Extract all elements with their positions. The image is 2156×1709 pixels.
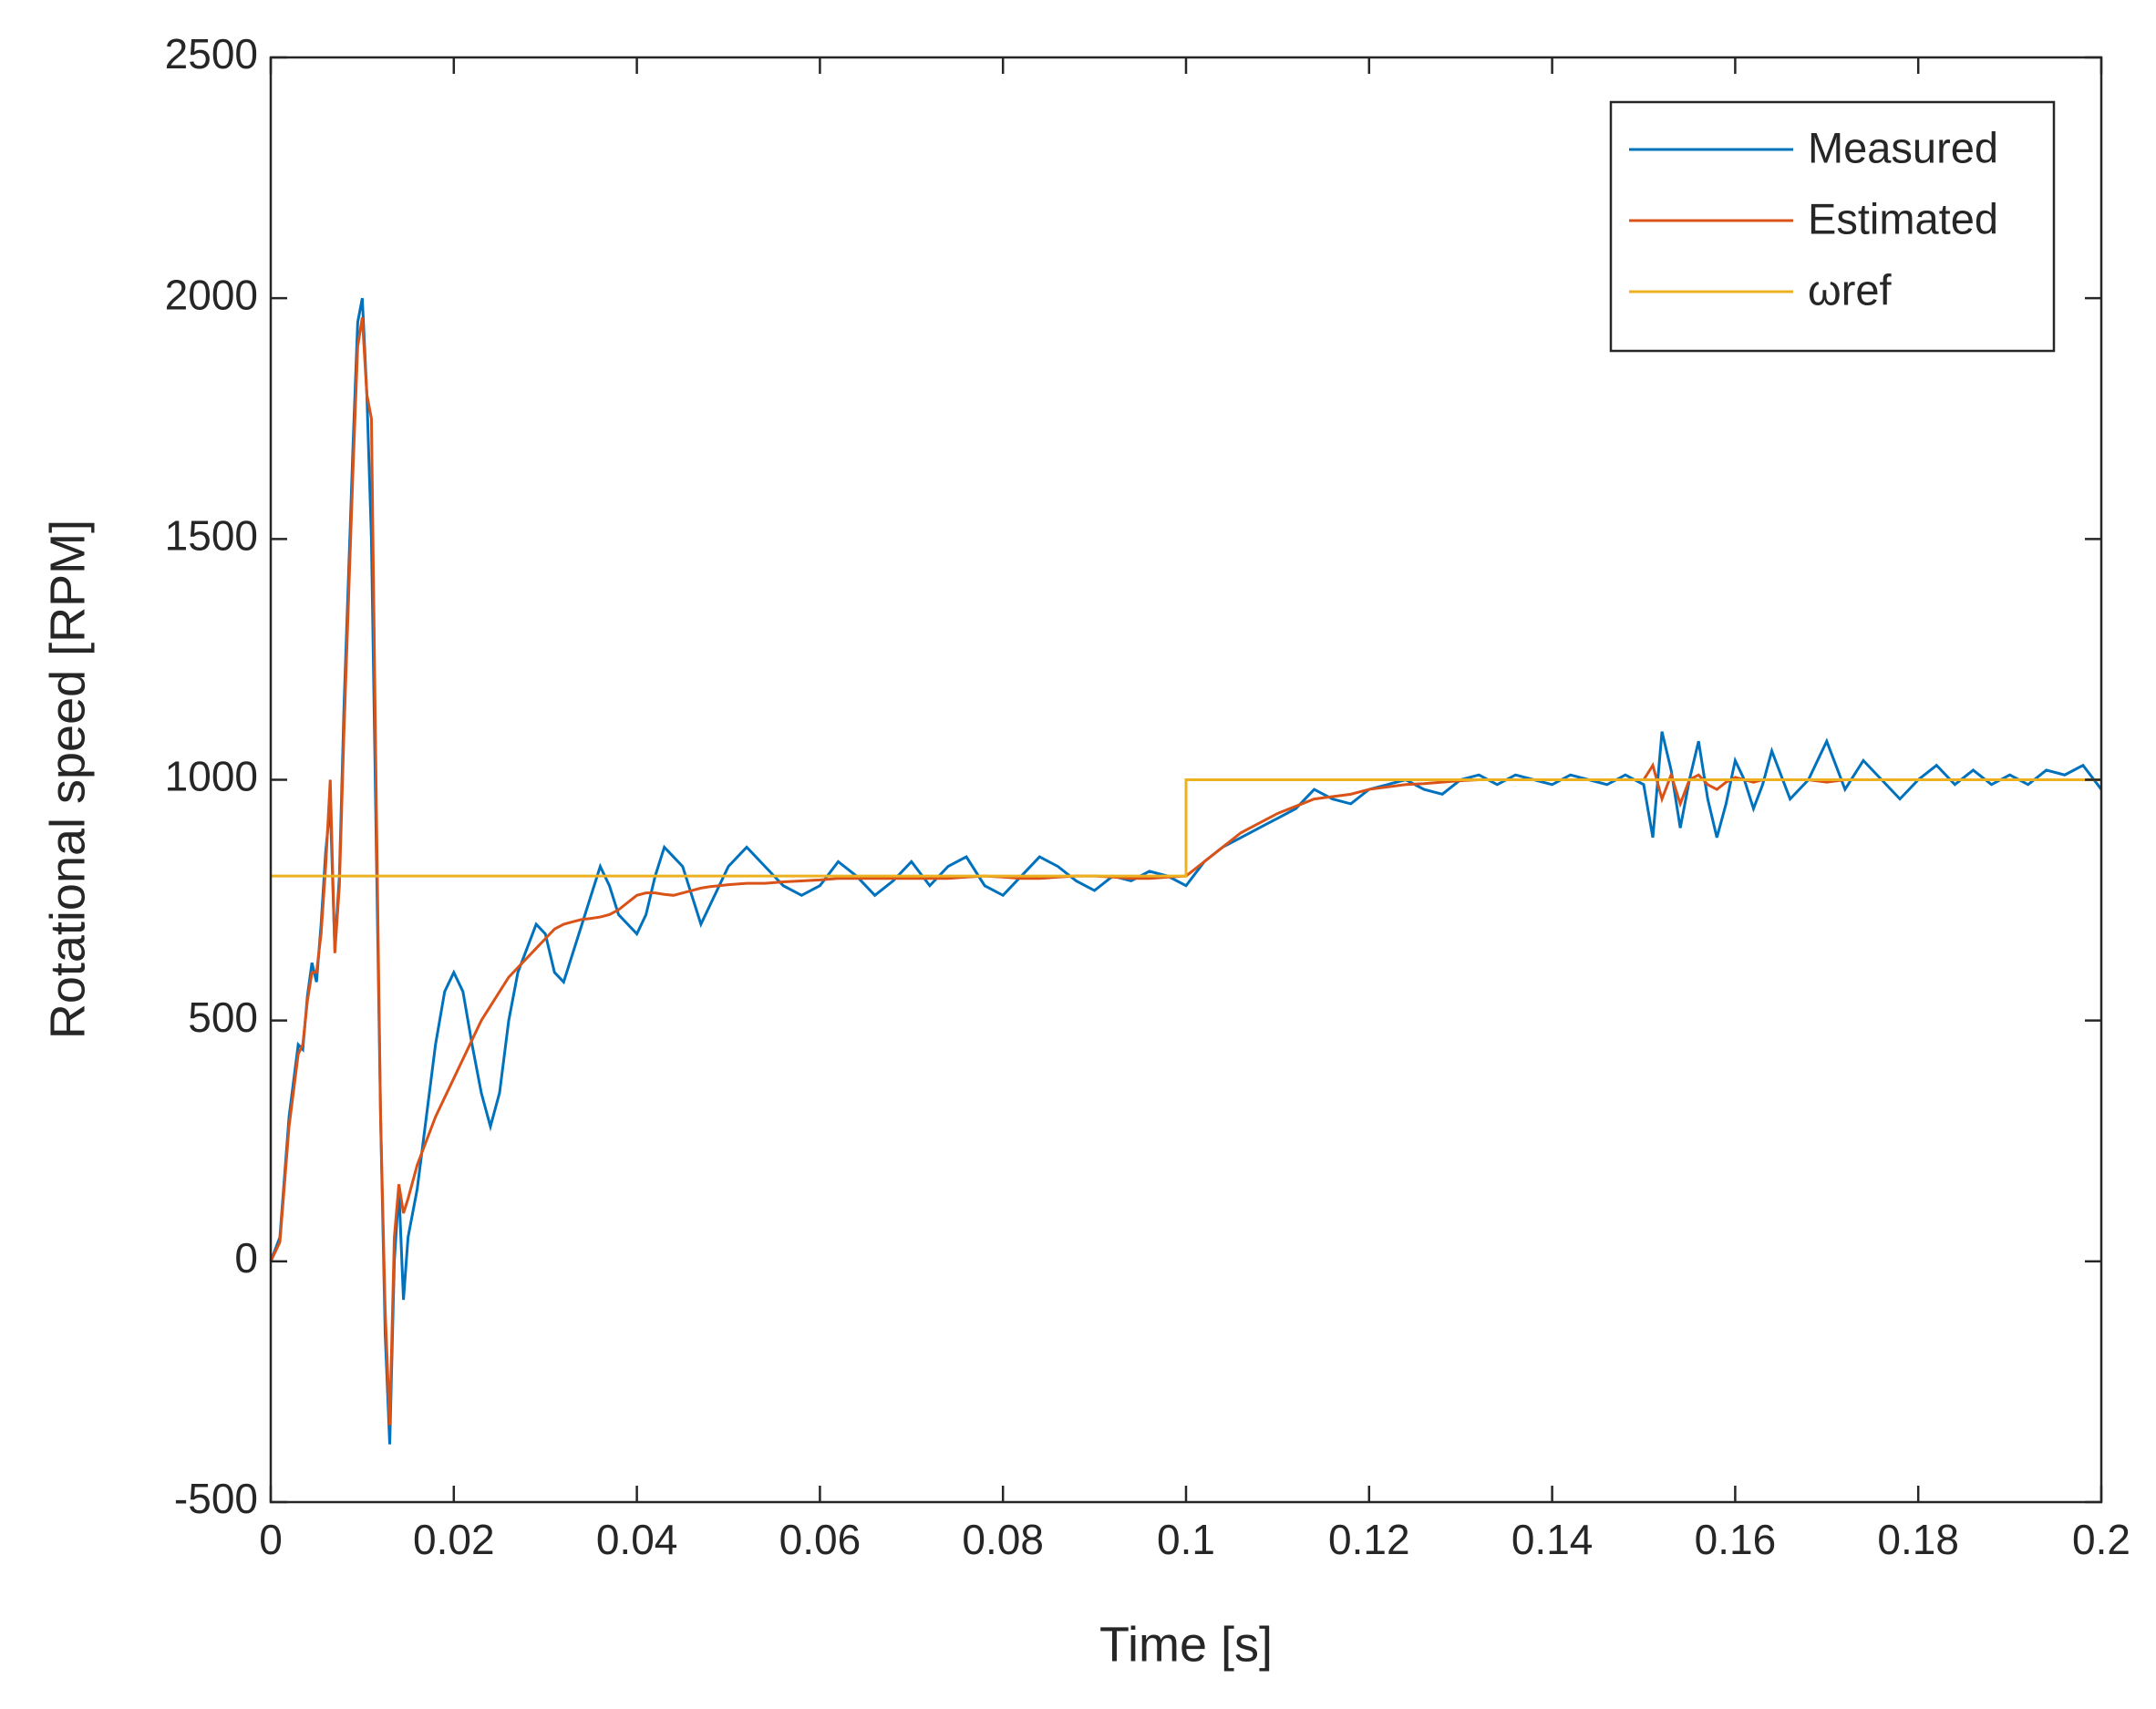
x-tick-label: 0.16 <box>1695 1516 1777 1563</box>
x-tick-label: 0.04 <box>596 1516 678 1563</box>
x-axis-label: Time [s] <box>1099 1617 1273 1672</box>
y-axis-label: Rotational speed [RPM] <box>40 520 95 1039</box>
legend-label: Estimated <box>1808 194 1998 242</box>
y-tick-label: 2500 <box>165 30 258 77</box>
y-tick-label: 500 <box>188 993 258 1041</box>
legend-label: Measured <box>1808 123 1998 171</box>
x-tick-label: 0.18 <box>1877 1516 1959 1563</box>
y-tick-label: 1000 <box>165 753 258 800</box>
x-tick-label: 0.14 <box>1511 1516 1594 1563</box>
x-tick-label: 0.1 <box>1157 1516 1215 1563</box>
x-tick-label: 0.02 <box>413 1516 495 1563</box>
series-line <box>269 317 2101 1426</box>
y-tick-label: 0 <box>234 1234 258 1282</box>
x-tick-label: 0.06 <box>779 1516 861 1563</box>
legend-box <box>1609 100 2056 353</box>
legend-label: ωref <box>1808 265 1892 314</box>
series-line <box>271 778 2101 878</box>
y-tick-label: 1500 <box>165 511 258 559</box>
x-tick-label: 0.2 <box>2072 1516 2130 1563</box>
x-tick-label: 0.08 <box>962 1516 1044 1563</box>
y-tick-label: -500 <box>174 1475 258 1522</box>
x-tick-label: 0 <box>259 1516 283 1563</box>
x-tick-label: 0.12 <box>1328 1516 1410 1563</box>
y-tick-label: 2000 <box>165 271 258 318</box>
